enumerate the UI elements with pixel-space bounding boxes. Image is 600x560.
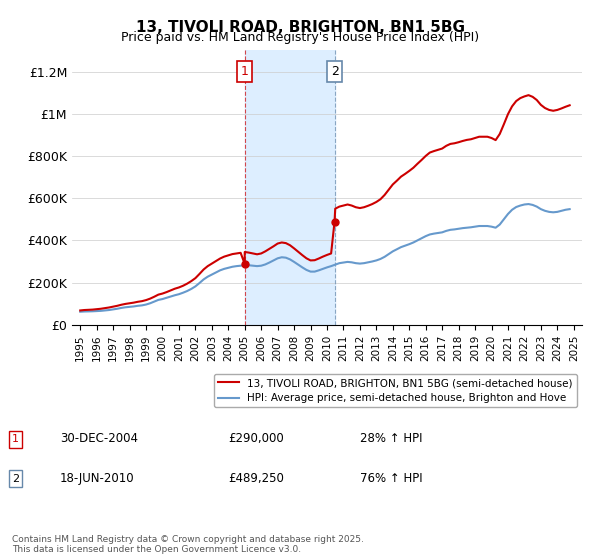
Bar <box>245 50 335 325</box>
Text: 1: 1 <box>241 65 248 78</box>
Text: £489,250: £489,250 <box>228 472 284 484</box>
Text: Price paid vs. HM Land Registry's House Price Index (HPI): Price paid vs. HM Land Registry's House … <box>121 31 479 44</box>
Text: 30-DEC-2004: 30-DEC-2004 <box>60 432 138 445</box>
Text: 18-JUN-2010: 18-JUN-2010 <box>60 472 134 484</box>
Text: 76% ↑ HPI: 76% ↑ HPI <box>360 472 422 484</box>
Text: 2: 2 <box>331 65 338 78</box>
Text: 13, TIVOLI ROAD, BRIGHTON, BN1 5BG: 13, TIVOLI ROAD, BRIGHTON, BN1 5BG <box>136 20 464 35</box>
Legend: 13, TIVOLI ROAD, BRIGHTON, BN1 5BG (semi-detached house), HPI: Average price, se: 13, TIVOLI ROAD, BRIGHTON, BN1 5BG (semi… <box>214 374 577 407</box>
Text: 28% ↑ HPI: 28% ↑ HPI <box>360 432 422 445</box>
Text: 1: 1 <box>12 435 19 445</box>
Text: Contains HM Land Registry data © Crown copyright and database right 2025.
This d: Contains HM Land Registry data © Crown c… <box>12 535 364 554</box>
Text: 2: 2 <box>12 474 19 484</box>
Text: £290,000: £290,000 <box>228 432 284 445</box>
